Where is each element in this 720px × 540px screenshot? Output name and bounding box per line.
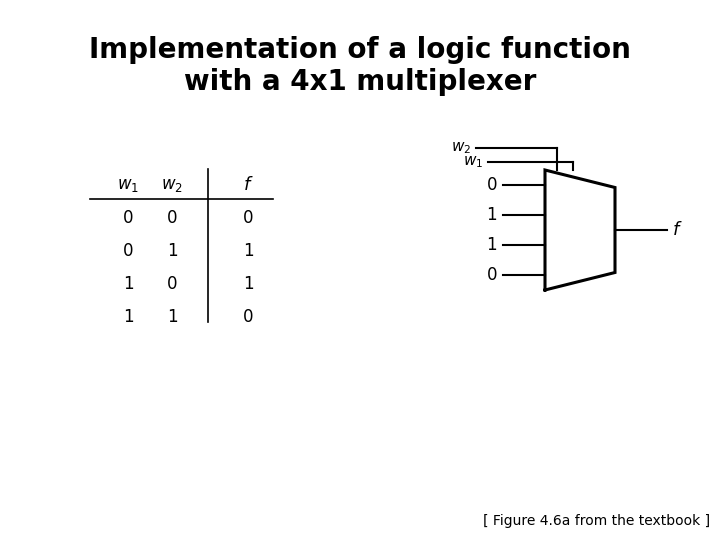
Text: 1: 1	[167, 242, 177, 260]
Text: $w_1$: $w_1$	[463, 154, 483, 170]
Text: 0: 0	[122, 209, 133, 227]
Text: $w_2$: $w_2$	[161, 176, 183, 194]
Text: 0: 0	[243, 308, 253, 326]
Text: 1: 1	[243, 275, 253, 293]
Text: 1: 1	[167, 308, 177, 326]
Text: 0: 0	[167, 209, 177, 227]
Text: [ Figure 4.6a from the textbook ]: [ Figure 4.6a from the textbook ]	[483, 514, 710, 528]
Text: 1: 1	[122, 275, 133, 293]
Text: Implementation of a logic function: Implementation of a logic function	[89, 36, 631, 64]
Text: $w_1$: $w_1$	[117, 176, 139, 194]
Text: 1: 1	[243, 242, 253, 260]
Text: 0: 0	[487, 266, 497, 284]
Text: $w_2$: $w_2$	[451, 140, 471, 156]
Text: 0: 0	[122, 242, 133, 260]
Text: 0: 0	[487, 176, 497, 194]
Text: 1: 1	[487, 206, 497, 224]
Text: 0: 0	[167, 275, 177, 293]
Text: 1: 1	[122, 308, 133, 326]
Text: 0: 0	[243, 209, 253, 227]
Text: f: f	[673, 221, 680, 239]
Text: $f$: $f$	[243, 176, 253, 194]
Text: with a 4x1 multiplexer: with a 4x1 multiplexer	[184, 68, 536, 96]
Text: 1: 1	[487, 236, 497, 254]
